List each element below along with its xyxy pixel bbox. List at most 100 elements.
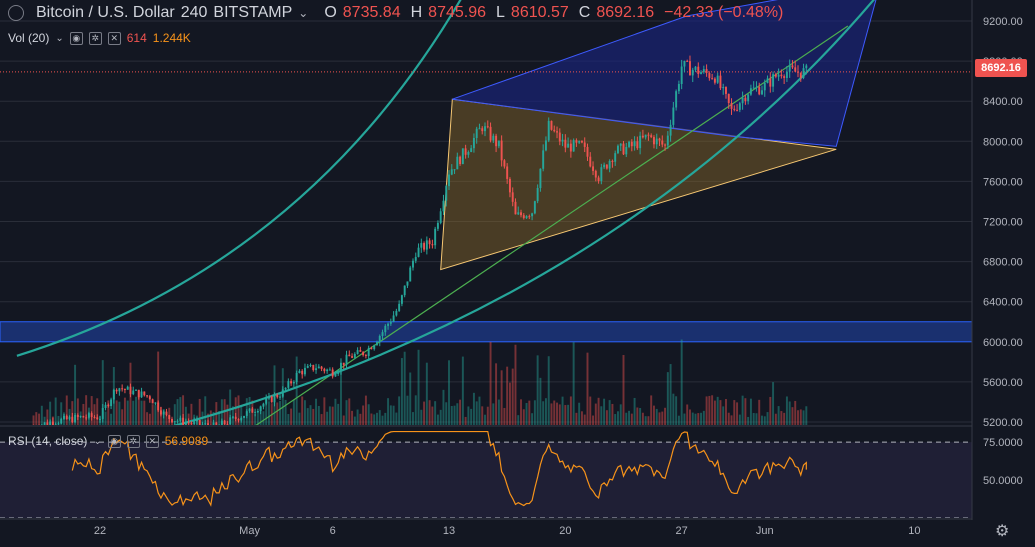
time-tick-label: 6 — [330, 525, 336, 537]
candle-body — [112, 389, 115, 400]
volume-bar — [783, 412, 786, 425]
settings-gear-icon[interactable]: ⚙ — [995, 523, 1010, 540]
volume-bar — [279, 400, 282, 425]
candle-body — [730, 103, 733, 109]
eye-icon[interactable]: ◉ — [107, 434, 121, 448]
interval-label[interactable]: 240 — [180, 4, 208, 21]
volume-bar — [572, 342, 575, 425]
candle-body — [802, 68, 805, 78]
volume-bar — [425, 362, 428, 425]
chevron-down-icon[interactable]: ⌄ — [298, 6, 309, 20]
candle-body — [259, 406, 262, 412]
volume-bar — [544, 398, 547, 425]
candle-body — [215, 422, 218, 425]
candle-body — [68, 416, 71, 420]
candle-body — [475, 128, 478, 138]
volume-bar — [442, 389, 445, 425]
volume-bar — [597, 397, 600, 425]
candle-body — [146, 395, 149, 397]
candle-body — [420, 243, 423, 248]
volume-bar — [400, 358, 403, 425]
volume-bar — [414, 395, 417, 425]
rsi-tick-label: 50.0000 — [983, 475, 1023, 487]
volume-bar — [123, 397, 126, 425]
candle-body — [270, 396, 273, 403]
price-tick-label: 9200.00 — [983, 16, 1023, 28]
volume-bar — [65, 395, 68, 425]
volume-bar — [608, 400, 611, 425]
chevron-down-icon[interactable]: ⌄ — [93, 435, 102, 447]
volume-bar — [495, 363, 498, 425]
candle-body — [334, 373, 337, 377]
candle-body — [669, 124, 672, 136]
volume-bar — [752, 413, 755, 425]
candle-body — [694, 66, 697, 70]
volume-bar — [639, 408, 642, 425]
candle-body — [586, 146, 589, 157]
candle-body — [625, 146, 628, 155]
candle-body — [370, 348, 373, 350]
candle-body — [461, 148, 464, 165]
candle-body — [467, 151, 470, 155]
candle-body — [309, 364, 312, 367]
candle-body — [287, 381, 290, 388]
volume-bar — [301, 396, 304, 425]
volume-bar — [85, 395, 88, 425]
volume-bar — [506, 366, 509, 425]
candle-body — [799, 72, 802, 78]
candle-body — [204, 423, 207, 425]
candle-body — [342, 362, 345, 365]
volume-bar — [616, 411, 619, 425]
volume-bar — [520, 399, 522, 425]
volume-bar — [481, 406, 484, 425]
rsi-indicator-label[interactable]: RSI (14, close) — [8, 434, 88, 448]
candle-body — [448, 174, 450, 187]
candle-body — [345, 354, 348, 365]
candle-body — [43, 422, 46, 425]
candle-body — [766, 78, 769, 83]
candle-body — [165, 411, 168, 416]
volume-bar — [730, 415, 733, 425]
candle-body — [752, 87, 755, 89]
candle-body — [453, 169, 456, 171]
candle-body — [384, 325, 387, 333]
chevron-down-icon[interactable]: ⌄ — [55, 32, 64, 44]
symbol-name[interactable]: Bitcoin / U.S. Dollar — [36, 4, 175, 21]
gear-icon[interactable]: ✲ — [88, 31, 102, 45]
candle-body — [616, 145, 619, 154]
candle-body — [484, 126, 486, 132]
volume-bar — [312, 408, 315, 425]
time-tick-label: 13 — [443, 525, 455, 537]
candle-body — [520, 212, 522, 216]
volume-bar — [353, 416, 356, 425]
symbol-circle-icon[interactable] — [8, 5, 24, 21]
candle-body — [93, 417, 96, 419]
volume-bar — [176, 399, 179, 425]
volume-bar — [589, 396, 592, 425]
volume-bar — [376, 412, 378, 425]
candle-body — [445, 186, 448, 201]
volume-bar — [256, 411, 259, 425]
eye-icon[interactable]: ◉ — [69, 31, 83, 45]
candle-body — [553, 129, 556, 132]
candle-body — [317, 366, 320, 369]
gear-icon[interactable]: ✲ — [126, 434, 140, 448]
candle-body — [525, 216, 528, 219]
close-icon[interactable]: ✕ — [107, 31, 121, 45]
candle-body — [450, 169, 453, 175]
volume-bar — [777, 406, 780, 425]
candle-body — [140, 391, 143, 398]
candle-body — [60, 418, 63, 424]
candle-body — [572, 140, 575, 152]
volume-bar — [567, 404, 570, 425]
volume-bar — [420, 409, 423, 425]
candle-body — [578, 140, 581, 143]
volume-indicator-label[interactable]: Vol (20) — [8, 31, 50, 45]
volume-bar — [700, 412, 703, 425]
close-icon[interactable]: ✕ — [145, 434, 159, 448]
volume-bar — [569, 396, 572, 425]
volume-bar — [398, 396, 401, 425]
candle-body — [727, 93, 730, 104]
volume-bar — [633, 397, 636, 425]
